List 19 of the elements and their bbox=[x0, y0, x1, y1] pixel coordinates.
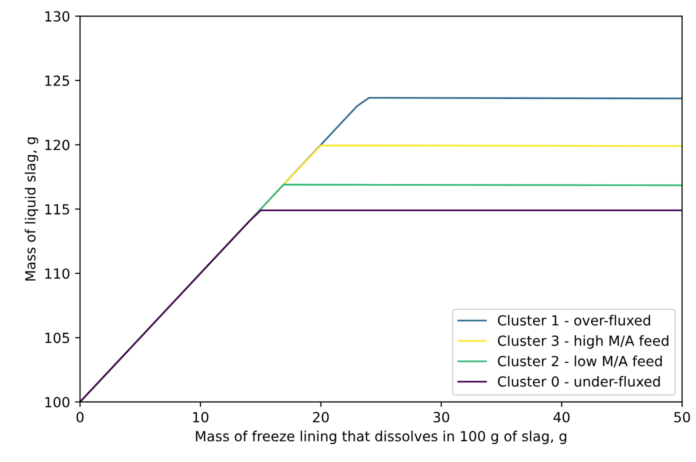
x-axis-title: Mass of freeze lining that dissolves in 100 g of slag, g bbox=[196, 430, 566, 444]
y-tick-label: 120 bbox=[45, 140, 70, 150]
x-tick-label: 20 bbox=[313, 412, 329, 422]
legend-label: Cluster 2 - low M/A feed bbox=[498, 356, 662, 368]
y-tick-label: 110 bbox=[45, 268, 70, 279]
y-tick-label: 130 bbox=[45, 11, 70, 22]
legend-label: Cluster 1 - over-fluxed bbox=[498, 314, 650, 326]
y-tick-label: 105 bbox=[45, 332, 70, 344]
legend-label: Cluster 0 - under-fluxed bbox=[498, 376, 660, 387]
x-tick-label: 50 bbox=[674, 412, 690, 422]
x-tick-label: 0 bbox=[76, 412, 84, 422]
legend-label: Cluster 3 - high M/A feed bbox=[498, 335, 668, 349]
x-tick-label: 10 bbox=[193, 412, 208, 422]
y-tick-label: 100 bbox=[45, 396, 70, 408]
y-tick-label: 125 bbox=[45, 75, 70, 86]
y-tick-label: 115 bbox=[45, 204, 70, 215]
x-tick-label: 30 bbox=[433, 412, 450, 422]
x-tick-label: 40 bbox=[554, 412, 570, 422]
y-axis-title: Mass of liquid slag, g bbox=[24, 137, 38, 281]
